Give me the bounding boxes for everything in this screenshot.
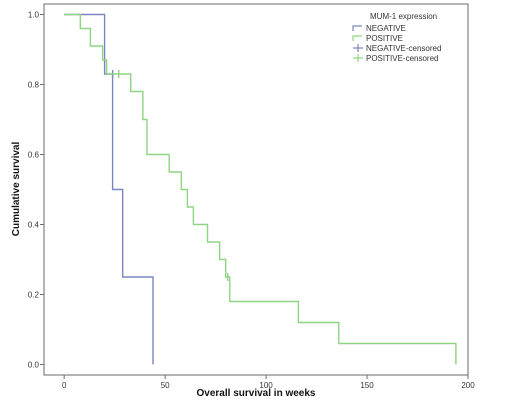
survival-line-positive (64, 13, 457, 365)
legend-swatch (352, 35, 362, 41)
x-tick-label: 100 (259, 381, 273, 390)
x-tick-label: 200 (461, 381, 475, 390)
legend-entry: POSITIVE (352, 34, 403, 43)
y-axis: 0.0 0.2 0.4 0.6 0.8 1.0 (28, 4, 45, 375)
y-tick-label: 0.4 (28, 221, 40, 230)
y-tick-label: 1.0 (28, 11, 40, 20)
legend-entry: NEGATIVE-censored (353, 44, 441, 53)
x-tick-label: 0 (62, 381, 67, 390)
legend-entry: NEGATIVE (352, 24, 406, 33)
x-tick-label: 50 (161, 381, 170, 390)
y-axis-title: Cumulative survival (11, 142, 22, 237)
legend-label: NEGATIVE (366, 24, 406, 33)
legend-label: POSITIVE (366, 34, 403, 43)
legend-swatch (352, 25, 362, 31)
legend: MUM-1 expression NEGATIVEPOSITIVENEGATIVE… (352, 12, 441, 63)
y-tick-label: 0.8 (28, 81, 40, 90)
series-layer (64, 13, 457, 365)
legend-label: POSITIVE-censored (366, 54, 438, 63)
legend-title: MUM-1 expression (370, 12, 437, 21)
y-tick-label: 0.6 (28, 151, 40, 160)
y-tick-label: 0.0 (28, 361, 40, 370)
x-tick-label: 150 (360, 381, 374, 390)
survival-line-negative (64, 13, 154, 365)
x-axis-title: Overall survival in weeks (197, 388, 316, 399)
x-axis: 0 50 100 150 200 (44, 374, 475, 390)
y-tick-label: 0.2 (28, 291, 40, 300)
legend-label: NEGATIVE-censored (366, 44, 441, 53)
legend-entry: POSITIVE-censored (353, 54, 438, 63)
